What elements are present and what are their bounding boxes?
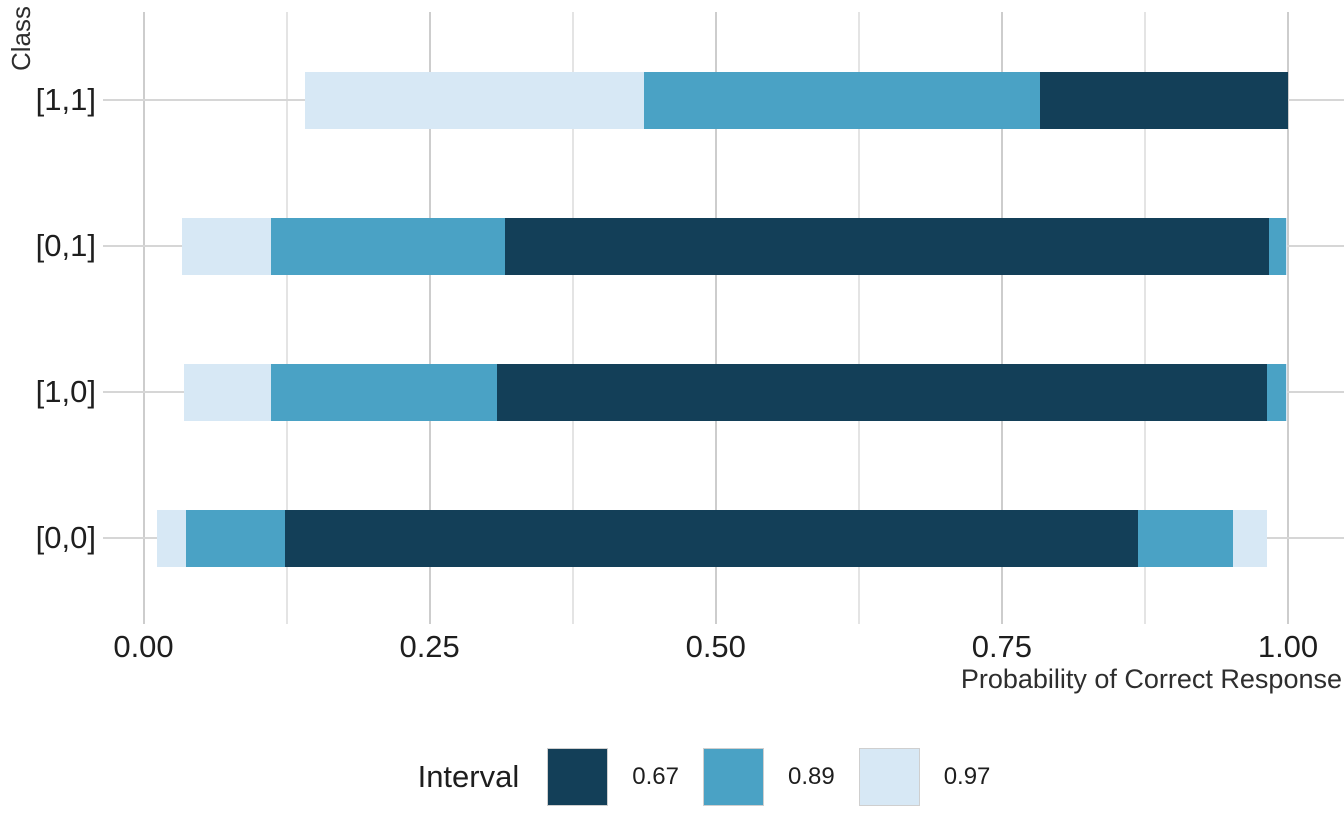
- legend-value-label: 0.89: [787, 763, 835, 790]
- interval-segment: [285, 509, 1139, 567]
- bar-row: [0, 71, 1344, 129]
- x-minor-gridline: [571, 12, 574, 624]
- x-minor-gridline: [857, 12, 860, 624]
- legend-title: Interval: [417, 759, 520, 794]
- x-tick-label: 0.50: [685, 629, 746, 664]
- y-axis-title: Class: [6, 6, 36, 72]
- interval-segment: [505, 217, 1269, 275]
- bar-row: [0, 363, 1344, 421]
- y-category-label: [1,1]: [35, 82, 96, 117]
- interval-segment: [497, 363, 1268, 421]
- y-category-label: [1,0]: [35, 374, 96, 409]
- bar-row: [0, 509, 1344, 567]
- x-major-gridline: [1000, 12, 1003, 624]
- x-major-gridline: [142, 12, 145, 624]
- x-minor-gridline: [285, 12, 288, 624]
- x-major-gridline: [1287, 12, 1289, 624]
- bar-row: [0, 217, 1344, 275]
- x-tick-label: 0.00: [113, 629, 174, 664]
- legend: Interval 0.67 0.89 0.97: [88, 748, 1344, 806]
- x-major-gridline: [428, 12, 431, 624]
- y-category-label: [0,1]: [35, 228, 96, 263]
- interval-segment: [1039, 71, 1288, 129]
- legend-swatch: [702, 748, 764, 806]
- x-major-gridline: [714, 12, 717, 624]
- legend-key: 0.67: [547, 748, 703, 806]
- legend-value-label: 0.97: [943, 763, 991, 790]
- x-axis-title: Probability of Correct Response: [960, 664, 1342, 694]
- x-minor-gridline: [1143, 12, 1146, 624]
- x-tick-label: 0.75: [971, 629, 1033, 664]
- legend-key: 0.89: [702, 748, 859, 806]
- x-tick-label: 0.25: [399, 629, 460, 664]
- legend-key: 0.97: [858, 748, 1015, 806]
- y-category-label: [0,0]: [35, 520, 96, 555]
- legend-swatch: [858, 748, 920, 806]
- legend-keys: 0.67 0.89 0.97: [547, 748, 1014, 806]
- legend-value-label: 0.67: [632, 763, 679, 790]
- x-tick-label: 1.00: [1257, 629, 1319, 664]
- legend-swatch: [547, 748, 609, 806]
